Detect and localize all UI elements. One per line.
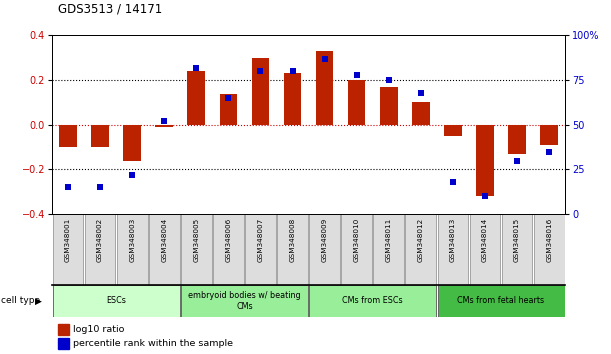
Point bbox=[159, 118, 169, 124]
Point bbox=[255, 68, 265, 74]
Point bbox=[320, 56, 329, 62]
Text: CMs from ESCs: CMs from ESCs bbox=[342, 296, 403, 306]
Bar bbox=[53, 285, 180, 317]
Bar bbox=[219, 93, 237, 125]
Bar bbox=[476, 125, 494, 196]
Point bbox=[95, 184, 105, 190]
Text: GSM348014: GSM348014 bbox=[482, 218, 488, 262]
Bar bbox=[380, 87, 398, 125]
Text: CMs from fetal hearts: CMs from fetal hearts bbox=[458, 296, 544, 306]
Text: ESCs: ESCs bbox=[106, 296, 126, 306]
Bar bbox=[91, 125, 109, 147]
Text: cell type: cell type bbox=[1, 296, 40, 306]
Text: GSM348015: GSM348015 bbox=[514, 218, 520, 262]
Text: GSM348011: GSM348011 bbox=[386, 218, 392, 262]
Bar bbox=[53, 214, 83, 285]
Bar bbox=[534, 214, 565, 285]
Bar bbox=[406, 214, 436, 285]
Bar bbox=[348, 80, 365, 125]
Text: GSM348007: GSM348007 bbox=[257, 218, 263, 262]
Bar bbox=[155, 125, 173, 127]
Bar bbox=[149, 214, 180, 285]
Bar bbox=[373, 214, 404, 285]
Text: GSM348016: GSM348016 bbox=[546, 218, 552, 262]
Bar bbox=[245, 214, 276, 285]
Point bbox=[480, 193, 490, 199]
Point bbox=[512, 158, 522, 164]
Point bbox=[224, 95, 233, 101]
Bar bbox=[316, 51, 334, 125]
Bar bbox=[470, 214, 500, 285]
Text: log10 ratio: log10 ratio bbox=[73, 325, 125, 334]
Text: GSM348001: GSM348001 bbox=[65, 218, 71, 262]
Point bbox=[544, 149, 554, 154]
Point bbox=[127, 172, 137, 178]
Bar bbox=[502, 214, 532, 285]
Text: ▶: ▶ bbox=[35, 296, 42, 306]
Bar bbox=[309, 285, 436, 317]
Bar bbox=[508, 125, 526, 154]
Bar bbox=[213, 214, 244, 285]
Point bbox=[288, 68, 298, 74]
Point bbox=[448, 179, 458, 185]
Text: embryoid bodies w/ beating
CMs: embryoid bodies w/ beating CMs bbox=[188, 291, 301, 310]
Point bbox=[63, 184, 73, 190]
Text: GSM348009: GSM348009 bbox=[321, 218, 327, 262]
Bar bbox=[309, 214, 340, 285]
Text: GSM348006: GSM348006 bbox=[225, 218, 232, 262]
Bar bbox=[437, 285, 565, 317]
Text: GSM348004: GSM348004 bbox=[161, 218, 167, 262]
Point bbox=[384, 77, 393, 83]
Point bbox=[416, 90, 426, 96]
Text: GSM348012: GSM348012 bbox=[418, 218, 424, 262]
Bar bbox=[181, 285, 308, 317]
Text: GSM348013: GSM348013 bbox=[450, 218, 456, 262]
Text: GSM348003: GSM348003 bbox=[129, 218, 135, 262]
Bar bbox=[117, 214, 147, 285]
Bar bbox=[59, 125, 77, 147]
Text: GSM348008: GSM348008 bbox=[290, 218, 296, 262]
Bar bbox=[540, 125, 558, 145]
Bar bbox=[437, 214, 468, 285]
Point bbox=[191, 65, 201, 70]
Bar bbox=[277, 214, 308, 285]
Bar bbox=[188, 71, 205, 125]
Bar bbox=[85, 214, 115, 285]
Bar bbox=[284, 73, 301, 125]
Text: GSM348005: GSM348005 bbox=[193, 218, 199, 262]
Text: GDS3513 / 14171: GDS3513 / 14171 bbox=[58, 3, 163, 16]
Text: GSM348002: GSM348002 bbox=[97, 218, 103, 262]
Bar bbox=[444, 125, 462, 136]
Text: percentile rank within the sample: percentile rank within the sample bbox=[73, 339, 233, 348]
Bar bbox=[252, 58, 269, 125]
Bar bbox=[412, 102, 430, 125]
Point bbox=[352, 72, 362, 78]
Bar bbox=[181, 214, 211, 285]
Bar bbox=[123, 125, 141, 161]
Text: GSM348010: GSM348010 bbox=[354, 218, 360, 262]
Bar bbox=[342, 214, 372, 285]
